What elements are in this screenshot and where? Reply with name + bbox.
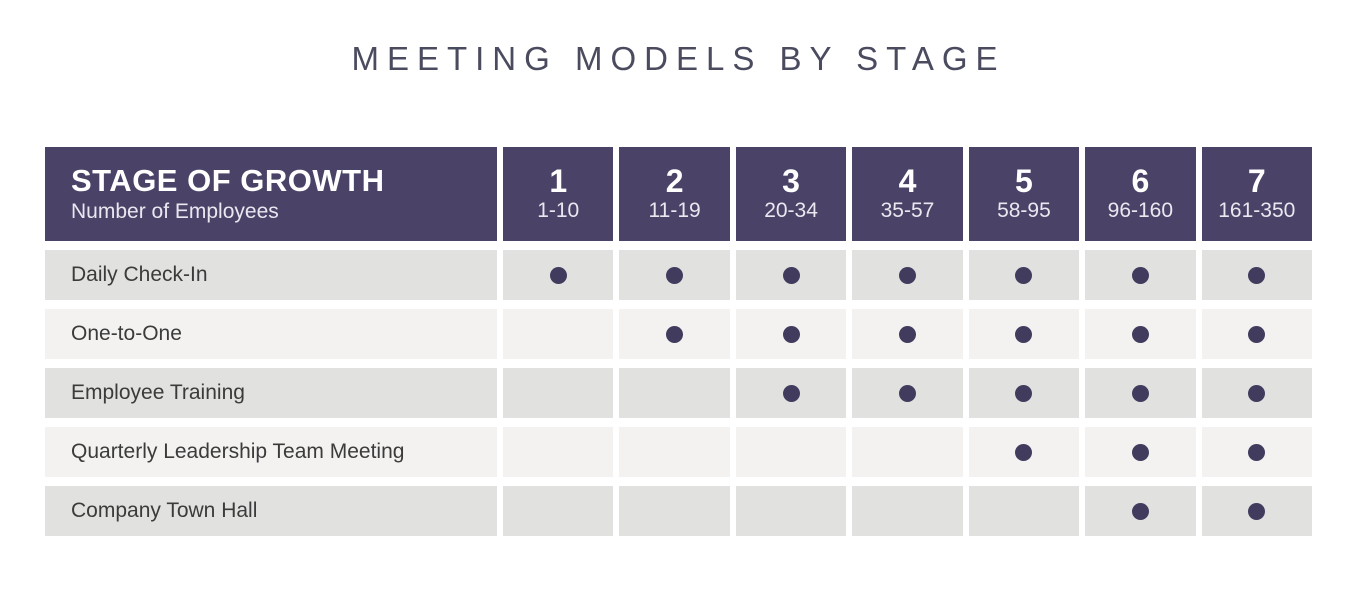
dot-marker-icon [898, 266, 916, 284]
stage-employee-range: 58-95 [997, 199, 1051, 223]
stage-column-header: 1 1-10 [503, 147, 614, 241]
dot-marker-icon [549, 266, 567, 284]
dot-marker-icon [1131, 266, 1149, 284]
stage-cell-empty [619, 427, 730, 477]
stage-cell-empty [735, 486, 847, 536]
dot-marker-icon [782, 325, 800, 343]
stage-number: 2 [665, 162, 684, 199]
stage-cell-empty [968, 486, 1080, 536]
dot-marker-icon [1131, 443, 1149, 461]
dot-marker-icon [1015, 325, 1033, 343]
dot-marker-icon [782, 266, 800, 284]
meeting-row-label: One-to-One [45, 309, 497, 359]
stage-cell-marked [1201, 427, 1312, 477]
dot-marker-icon [666, 266, 684, 284]
stage-employee-range: 1-10 [537, 199, 580, 223]
dot-marker-icon [782, 384, 800, 402]
stage-column-header: 7 161-350 [1201, 147, 1312, 241]
dot-marker-icon [898, 325, 916, 343]
stage-cell-empty [852, 486, 963, 536]
page-title: MEETING MODELS BY STAGE [351, 40, 1006, 77]
stage-cell-marked [968, 368, 1080, 418]
stage-cell-marked [1085, 250, 1196, 300]
number-of-employees-subheading: Number of Employees [71, 199, 279, 223]
stage-column-header: 6 96-160 [1085, 147, 1196, 241]
stage-cell-marked [852, 250, 963, 300]
stage-number: 7 [1247, 162, 1266, 199]
stage-column-header: 5 58-95 [968, 147, 1080, 241]
dot-marker-icon [1248, 384, 1266, 402]
dot-marker-icon [1131, 384, 1149, 402]
stage-cell-marked [1085, 368, 1196, 418]
meeting-row-label: Employee Training [45, 368, 497, 418]
dot-marker-icon [1248, 443, 1266, 461]
stage-cell-marked [852, 309, 963, 359]
stage-column-header: 3 20-34 [735, 147, 847, 241]
stage-cell-empty [503, 486, 614, 536]
stage-cell-empty [503, 368, 614, 418]
stage-employee-range: 161-350 [1218, 199, 1296, 223]
stage-cell-empty [735, 427, 847, 477]
stage-employee-range: 35-57 [880, 199, 935, 223]
stage-cell-marked [968, 250, 1080, 300]
stage-cell-marked [1085, 486, 1196, 536]
stage-cell-empty [852, 427, 963, 477]
stage-cell-marked [1085, 309, 1196, 359]
stage-cell-marked [1085, 427, 1196, 477]
stage-of-growth-header-cell: STAGE OF GROWTH Number of Employees [45, 147, 497, 241]
stage-cell-marked [1201, 250, 1312, 300]
stage-column-header: 2 11-19 [619, 147, 730, 241]
stage-employee-range: 96-160 [1107, 199, 1174, 223]
stage-cell-marked [735, 250, 847, 300]
dot-marker-icon [1248, 325, 1266, 343]
meeting-row-label: Company Town Hall [45, 486, 497, 536]
stage-cell-marked [735, 309, 847, 359]
stage-employee-range: 11-19 [648, 199, 701, 223]
stage-cell-empty [503, 309, 614, 359]
stage-of-growth-heading: STAGE OF GROWTH [71, 163, 385, 199]
stage-cell-marked [852, 368, 963, 418]
dot-marker-icon [1015, 443, 1033, 461]
stage-cell-marked [619, 309, 730, 359]
stage-cell-marked [968, 427, 1080, 477]
stage-cell-empty [503, 427, 614, 477]
dot-marker-icon [1131, 502, 1149, 520]
stage-cell-marked [1201, 309, 1312, 359]
dot-marker-icon [1131, 325, 1149, 343]
stage-number: 5 [1015, 162, 1033, 199]
stage-cell-marked [503, 250, 614, 300]
meeting-row-label: Quarterly Leadership Team Meeting [45, 427, 497, 477]
stage-column-header: 4 35-57 [852, 147, 963, 241]
dot-marker-icon [1015, 266, 1033, 284]
stage-cell-marked [1201, 486, 1312, 536]
stage-number: 1 [549, 162, 568, 199]
stage-cell-marked [968, 309, 1080, 359]
stage-cell-marked [735, 368, 847, 418]
stage-number: 3 [782, 162, 800, 199]
dot-marker-icon [1248, 266, 1266, 284]
stage-cell-marked [1201, 368, 1312, 418]
stage-cell-empty [619, 486, 730, 536]
stage-cell-marked [619, 250, 730, 300]
stage-cell-empty [619, 368, 730, 418]
stage-number: 6 [1131, 162, 1150, 199]
stage-number: 4 [898, 162, 917, 199]
meeting-row-label: Daily Check-In [45, 250, 497, 300]
dot-marker-icon [898, 384, 916, 402]
dot-marker-icon [1248, 502, 1266, 520]
stage-employee-range: 20-34 [764, 199, 818, 223]
dot-marker-icon [666, 325, 684, 343]
dot-marker-icon [1015, 384, 1033, 402]
meeting-models-table: STAGE OF GROWTH Number of Employees 1 1-1… [45, 147, 1312, 536]
